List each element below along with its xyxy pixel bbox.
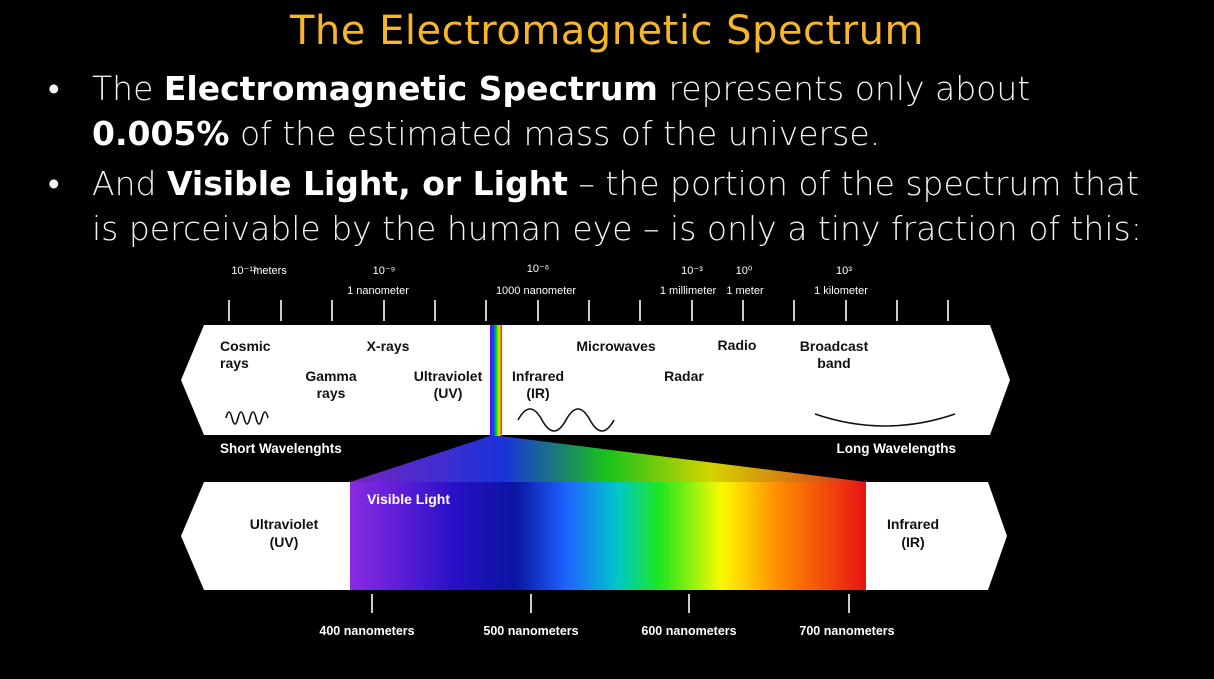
band-label-gamma: Gamma: [305, 368, 357, 384]
short-wave-icon: [225, 411, 269, 425]
band-label-gamma: rays: [317, 385, 346, 401]
band-label-ir: Infrared: [512, 368, 564, 384]
scale-unit: 1000 nanometer: [496, 285, 576, 297]
long-wave-icon: [814, 413, 956, 427]
spectrum-band: [181, 325, 1010, 435]
bullet-list: The Electromagnetic Spectrum represents …: [48, 66, 1168, 256]
visible-left-label: Ultraviolet: [250, 516, 319, 532]
scale-exponent: 10⁰: [736, 265, 753, 277]
scale-unit: 1 nanometer: [347, 285, 409, 297]
bullet-item: And Visible Light, or Light – the portio…: [48, 161, 1168, 251]
band-label-radar: Radar: [664, 368, 704, 384]
short-wavelengths-label: Short Wavelenghts: [220, 441, 342, 456]
nm-tick-label: 500 nanometers: [483, 624, 578, 638]
scale-exponent: 10⁻³: [681, 265, 703, 277]
scale-exponent: 10⁻⁹: [373, 265, 396, 277]
band-label-radio: Radio: [718, 337, 757, 353]
scale-exponent: 10⁻⁶: [527, 263, 550, 275]
visible-strip: [490, 325, 502, 436]
band-label-xrays: X-rays: [367, 338, 410, 354]
scale-ticks: [228, 300, 949, 321]
nm-tick-labels: 400 nanometers 500 nanometers 600 nanome…: [319, 624, 894, 638]
scale-exponent: 10⁻¹²: [231, 265, 257, 277]
visible-side-labels: Ultraviolet (UV) Infrared (IR): [250, 516, 939, 550]
scale-meters-label: meters: [253, 265, 287, 277]
slide-title: The Electromagnetic Spectrum: [290, 8, 924, 54]
band-labels: Cosmic rays Gamma rays X-rays Ultraviole…: [220, 337, 869, 401]
nm-ticks: [371, 594, 850, 613]
light-fan: [350, 436, 866, 482]
scale-unit: 1 kilometer: [814, 285, 868, 297]
wavelength-scale: 10⁻¹² meters 10⁻⁹ 10⁻⁶ 10⁻³ 10⁰ 10³ 1 na…: [231, 263, 868, 297]
visible-light-title: Visible Light: [367, 491, 450, 507]
nm-tick-label: 600 nanometers: [641, 624, 736, 638]
band-label-broadcast: Broadcast: [800, 338, 869, 354]
visible-left-label: (UV): [270, 534, 299, 550]
nm-tick-label: 400 nanometers: [319, 624, 414, 638]
nm-tick-label: 700 nanometers: [799, 624, 894, 638]
band-label-microwaves: Microwaves: [576, 338, 656, 354]
visible-right-label: Infrared: [887, 516, 939, 532]
scale-unit: 1 meter: [726, 285, 764, 297]
band-label-cosmic: rays: [220, 355, 249, 371]
band-label-ir: (IR): [526, 385, 549, 401]
visible-light-gradient: [350, 482, 866, 590]
band-label-uv: (UV): [434, 385, 463, 401]
bullet-item: The Electromagnetic Spectrum represents …: [48, 66, 1168, 156]
visible-right-label: (IR): [901, 534, 924, 550]
band-label-cosmic: Cosmic: [220, 338, 271, 354]
band-label-broadcast: band: [817, 355, 850, 371]
band-label-uv: Ultraviolet: [414, 368, 483, 384]
long-wavelengths-label: Long Wavelengths: [836, 441, 956, 456]
scale-exponent: 10³: [836, 265, 852, 277]
scale-unit: 1 millimeter: [660, 285, 717, 297]
medium-wave-icon: [517, 408, 615, 432]
